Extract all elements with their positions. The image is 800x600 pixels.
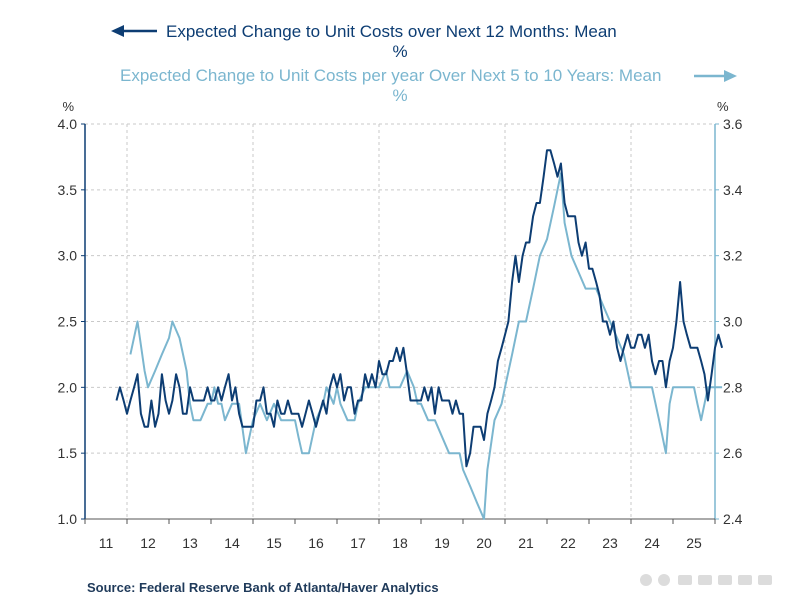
left-axis-tick-label: 1.0 [58, 511, 78, 527]
legend-series1-unit: % [392, 42, 407, 61]
x-axis-tick-label: 23 [602, 535, 618, 551]
x-axis-tick-label: 25 [686, 535, 702, 551]
x-axis-tick-label: 17 [350, 535, 366, 551]
x-axis-tick-label: 11 [99, 535, 114, 551]
left-axis-tick-label: 2.5 [58, 314, 78, 330]
chart-grid [85, 123, 715, 520]
left-axis-tick-label: 4.0 [58, 116, 78, 132]
x-axis-tick-label: 22 [560, 535, 576, 551]
left-axis-tick-label: 2.0 [58, 379, 78, 395]
x-axis-tick-label: 16 [308, 535, 324, 551]
left-axis-tick-label: 1.5 [58, 445, 78, 461]
left-axis-unit: % [62, 99, 74, 114]
source-note: Source: Federal Reserve Bank of Atlanta/… [87, 580, 439, 595]
legend-series1-label: Expected Change to Unit Costs over Next … [166, 22, 617, 41]
x-axis-tick-label: 24 [644, 535, 660, 551]
x-axis-tick-label: 18 [392, 535, 408, 551]
left-axis-tick-label: 3.5 [58, 182, 78, 198]
right-axis-tick-label: 3.6 [723, 116, 743, 132]
x-axis-tick-label: 14 [224, 535, 240, 551]
legend-series2-unit: % [392, 86, 407, 105]
watermark-logo-icon [640, 574, 772, 586]
right-axis-tick-label: 3.0 [723, 314, 743, 330]
right-axis-tick-label: 2.6 [723, 445, 743, 461]
x-axis-tick-label: 21 [518, 535, 534, 551]
chart-legend: Expected Change to Unit Costs over Next … [111, 22, 737, 105]
x-axis-tick-label: 12 [140, 535, 156, 551]
right-axis-unit: % [717, 99, 729, 114]
chart-series [115, 149, 724, 520]
legend-series2-label: Expected Change to Unit Costs per year O… [120, 66, 661, 85]
right-axis-tick-label: 2.4 [723, 511, 743, 527]
legend-left-arrow-icon [111, 25, 124, 37]
x-axis-tick-label: 20 [476, 535, 492, 551]
series-line-1 [115, 149, 724, 468]
x-axis-tick-label: 15 [266, 535, 282, 551]
right-axis-tick-label: 3.2 [723, 248, 743, 264]
left-axis-tick-label: 3.0 [58, 248, 78, 264]
right-axis-tick-label: 3.4 [723, 182, 743, 198]
chart-axes: 1.0 1.5 2.0 2.5 3.0 3.5 4.0 2.4 2.6 2.8 3.0 3.2 3.4 3… [58, 116, 743, 551]
right-axis-tick-label: 2.8 [723, 379, 743, 395]
x-axis-tick-label: 19 [434, 535, 450, 551]
series-line-2 [129, 172, 723, 520]
x-axis-tick-label: 13 [182, 535, 198, 551]
legend-right-arrow-icon [724, 70, 737, 82]
